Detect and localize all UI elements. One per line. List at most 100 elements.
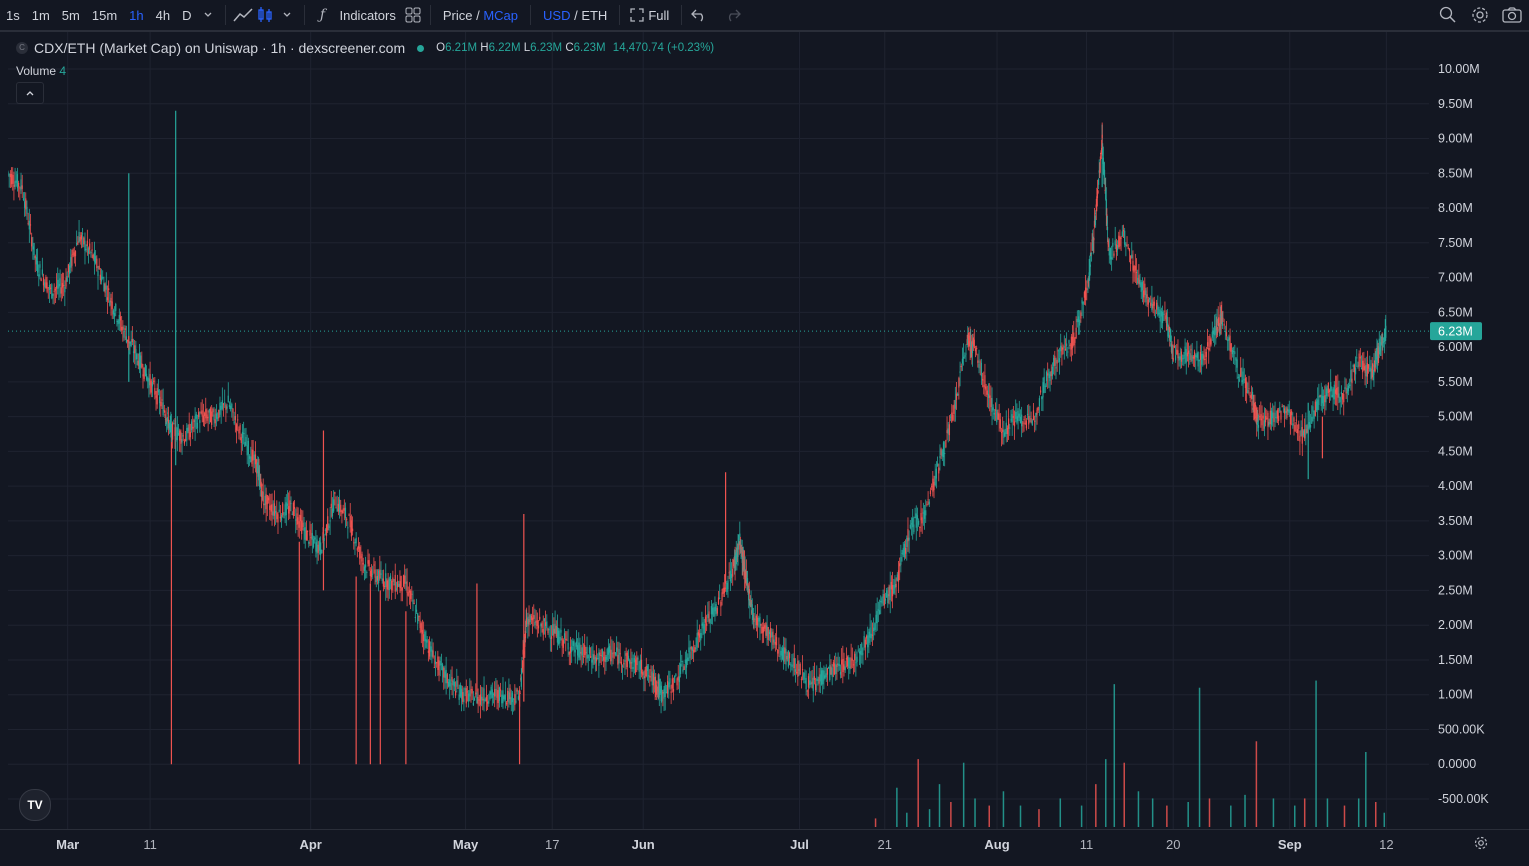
candle-body — [8, 174, 10, 176]
line-chart-icon[interactable] — [232, 4, 254, 26]
candle-body — [906, 537, 908, 548]
chevron-down-icon[interactable] — [197, 4, 219, 26]
candle-body — [235, 424, 238, 431]
candle-body — [974, 348, 977, 352]
candle-body — [1190, 348, 1192, 351]
undo-icon[interactable] — [688, 4, 710, 26]
search-zoom-icon[interactable] — [1437, 4, 1459, 26]
candle-body — [1359, 356, 1361, 359]
candle-body — [1299, 435, 1301, 442]
usd-eth-toggle[interactable]: USD / ETH — [537, 8, 613, 23]
candle-body — [1038, 398, 1041, 407]
chevron-down-icon[interactable] — [276, 4, 298, 26]
price-mcap-toggle[interactable]: Price / MCap — [437, 8, 524, 23]
gear-icon[interactable] — [1474, 836, 1488, 855]
candle-body — [195, 414, 197, 419]
candle-body — [1203, 355, 1205, 361]
fx-icon[interactable]: ƒ — [319, 7, 326, 23]
candle-body — [1251, 391, 1254, 396]
candle-body — [836, 664, 838, 667]
candle-body — [1295, 419, 1297, 421]
candle-body — [694, 646, 696, 652]
candle-body — [1366, 363, 1369, 377]
candle-body — [160, 401, 162, 407]
candle-body — [1063, 346, 1065, 348]
candle-body — [893, 584, 895, 594]
candle-body — [691, 647, 694, 651]
redo-icon[interactable] — [722, 4, 744, 26]
interval-15m[interactable]: 15m — [91, 7, 118, 23]
candle-body — [684, 659, 686, 664]
layout-icon[interactable] — [402, 4, 424, 26]
collapse-legend-button[interactable] — [16, 82, 44, 104]
candles-icon[interactable] — [254, 4, 276, 26]
candle-body — [932, 478, 934, 492]
candle-body — [664, 684, 666, 697]
y-axis[interactable]: 10.00M 9.50M 9.00M 8.50M 8.00M 7.50M 7.00M 6.50… — [1429, 32, 1529, 829]
indicators-button[interactable]: Indicators — [339, 7, 396, 23]
x-axis[interactable]: Mar 11 Apr May 17 Jun Jul 21 Aug 11 20 Sep 12 — [0, 829, 1529, 866]
candle-body — [1256, 411, 1258, 425]
candle-body — [1097, 190, 1099, 193]
candle-body — [1172, 346, 1174, 351]
interval-4h[interactable]: 4h — [155, 7, 171, 23]
candle-body — [1002, 429, 1004, 432]
candle-body — [154, 388, 156, 395]
interval-D[interactable]: D — [182, 7, 192, 23]
candle-body — [955, 393, 958, 401]
interval-1s[interactable]: 1s — [6, 7, 20, 23]
gear-icon[interactable] — [1469, 4, 1491, 26]
candle-body — [463, 698, 465, 703]
candle-body — [270, 504, 272, 512]
interval-1h[interactable]: 1h — [129, 7, 144, 23]
candle-body — [1055, 366, 1057, 369]
candle-body — [1365, 365, 1367, 377]
fullscreen-icon[interactable] — [626, 4, 648, 26]
candle-body — [189, 431, 191, 438]
candle-body — [385, 573, 387, 588]
candle-body — [1056, 359, 1058, 364]
toolbar-divider — [304, 5, 306, 25]
candle-body — [54, 288, 56, 291]
candle-body — [500, 689, 502, 691]
candle-body — [333, 499, 335, 512]
candle-body — [1379, 342, 1382, 352]
candle-body — [586, 646, 588, 659]
candle-body — [884, 598, 887, 601]
slash: / — [570, 7, 582, 23]
candle-body — [554, 623, 556, 634]
candle-body — [739, 539, 742, 550]
candle-body — [1332, 389, 1334, 398]
candle-body — [620, 661, 622, 665]
candle-body — [977, 360, 979, 363]
candle-body — [135, 348, 137, 360]
eth-label: ETH — [581, 7, 608, 23]
candle-body — [254, 454, 257, 465]
candle-body — [243, 433, 245, 435]
candle-body — [811, 681, 813, 684]
tradingview-logo[interactable]: TV — [19, 789, 51, 821]
interval-1m[interactable]: 1m — [31, 7, 50, 23]
price-chart[interactable] — [8, 32, 1429, 829]
candle-body — [744, 568, 746, 571]
candle-body — [252, 450, 254, 461]
candle-body — [675, 674, 677, 676]
candle-body — [296, 513, 298, 525]
candle-body — [1231, 349, 1234, 355]
candle-body — [605, 656, 607, 663]
candle-body — [275, 510, 277, 514]
candle-body — [330, 503, 332, 508]
candle-body — [587, 655, 589, 659]
full-button[interactable]: Full — [648, 7, 670, 23]
candle-body — [51, 284, 53, 299]
candle-body — [1088, 272, 1090, 282]
candle-body — [1230, 343, 1232, 352]
candle-body — [1343, 394, 1345, 403]
candle-body — [687, 657, 689, 662]
symbol-title[interactable]: CDX/ETH (Market Cap) on Uniswap · 1h · d… — [34, 40, 406, 56]
camera-icon[interactable] — [1501, 4, 1523, 26]
volume-bar — [1365, 752, 1367, 827]
candle-body — [260, 489, 263, 497]
candle-body — [104, 283, 106, 293]
interval-5m[interactable]: 5m — [61, 7, 80, 23]
